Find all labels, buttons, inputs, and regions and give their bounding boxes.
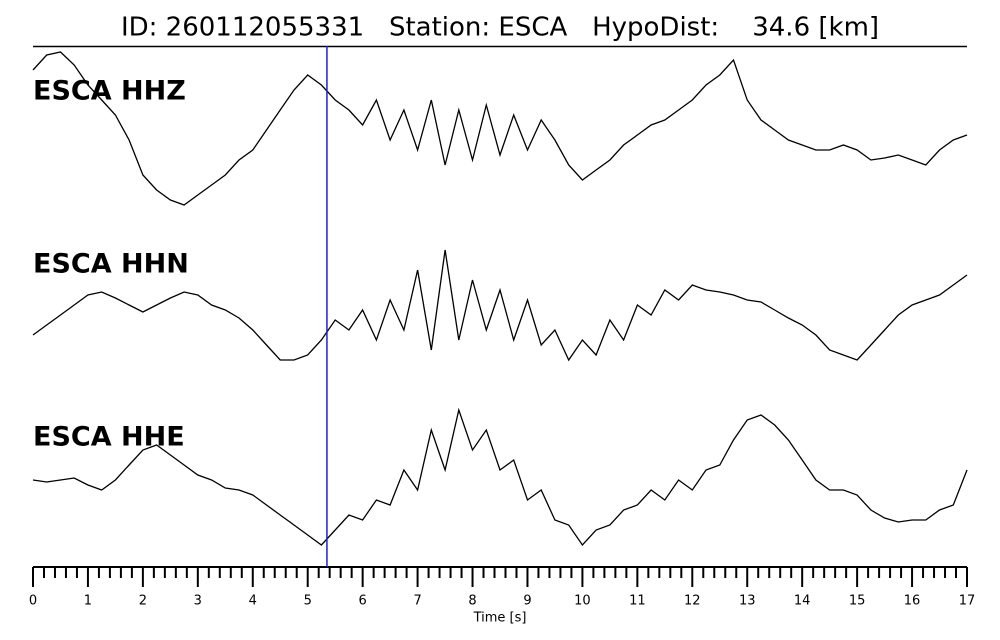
trace	[32, 249, 968, 362]
x-tick-label: 9	[523, 594, 531, 609]
x-tick-label: 6	[359, 594, 367, 609]
x-tick-label: 0	[29, 594, 37, 609]
x-tick-label: 14	[794, 594, 811, 609]
x-tick-label: 2	[139, 594, 147, 609]
x-tick-label: 16	[904, 594, 921, 609]
x-tick-label: 11	[629, 594, 646, 609]
x-tick-label: 13	[739, 594, 756, 609]
x-tick-label: 4	[249, 594, 257, 609]
x-tick-label: 8	[468, 594, 476, 609]
chart-title: ID: 260112055331 Station: ESCA HypoDist:…	[121, 13, 879, 43]
trace	[32, 407, 968, 547]
x-axis-label: Time [s]	[473, 611, 527, 626]
trace-label: ESCA HHZ	[33, 76, 186, 107]
x-tick-label: 1	[84, 594, 92, 609]
x-tick-label: 15	[849, 594, 866, 609]
x-tick-label: 10	[574, 594, 591, 609]
x-tick-label: 3	[194, 594, 202, 609]
x-tick-label: 12	[684, 594, 701, 609]
x-tick-label: 7	[413, 594, 421, 609]
trace-label: ESCA HHN	[33, 249, 189, 280]
x-tick-label: 5	[304, 594, 312, 609]
trace	[32, 51, 968, 206]
trace-label: ESCA HHE	[33, 422, 185, 453]
x-tick-label: 17	[959, 594, 976, 609]
